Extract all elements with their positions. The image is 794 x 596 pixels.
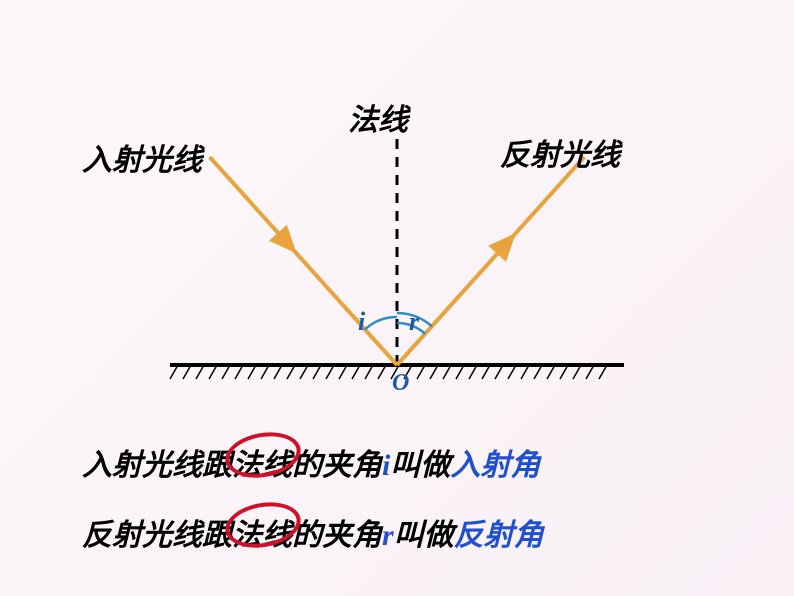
incident-ray: [281, 236, 294, 251]
angle-arc-i: [365, 317, 397, 329]
reflected-ray-label: 反射光线: [500, 130, 620, 174]
definition-reflection-angle: 反射光线跟法线的夹角r叫做反射角: [82, 510, 544, 554]
definition-incident-angle: 入射光线跟法线的夹角i叫做入射角: [82, 440, 540, 484]
origin-label: O: [392, 370, 409, 397]
normal-label: 法线: [348, 95, 408, 139]
reflected-ray: [500, 236, 513, 251]
angle-i-label: i: [358, 307, 365, 337]
surface-hatching: [170, 365, 607, 379]
angle-r-label: r: [409, 307, 419, 337]
incident-ray-label: 入射光线: [82, 135, 202, 179]
reflection-diagram: 法线 入射光线 反射光线 i r O: [0, 60, 794, 400]
